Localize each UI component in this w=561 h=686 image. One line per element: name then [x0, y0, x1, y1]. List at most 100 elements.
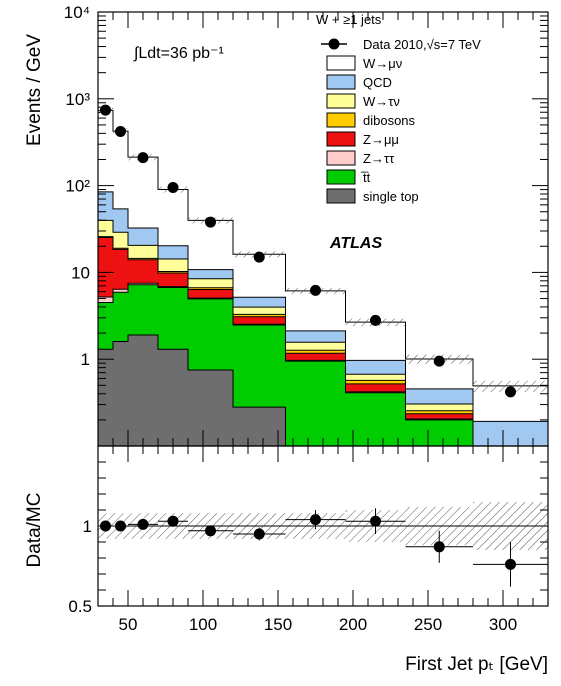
legend-swatch [326, 112, 356, 128]
data-point [100, 104, 111, 116]
histogram-bar [285, 353, 346, 361]
histogram-bar [345, 360, 406, 375]
ratio-y-tick-label: 0.5 [68, 597, 92, 616]
histogram-bar [233, 314, 286, 317]
histogram-bar [98, 220, 113, 237]
ratio-point [310, 514, 321, 526]
histogram-bar [98, 297, 113, 303]
data-point [310, 284, 321, 296]
histogram-bar [128, 259, 158, 284]
histogram-bar [113, 131, 128, 209]
histogram-bar [98, 349, 113, 446]
histogram-bar [98, 237, 113, 298]
histogram-bar [128, 335, 158, 446]
ratio-point [253, 528, 265, 540]
histogram-bar [345, 380, 406, 384]
legend-entry-data: Data 2010,√s=7 TeV [321, 37, 481, 52]
series-t-t [98, 284, 473, 446]
legend-label: single top [363, 189, 419, 204]
legend-entry: t̅t [326, 169, 371, 185]
histogram-bar [158, 259, 188, 272]
ratio-point [137, 518, 149, 530]
histogram-bar [158, 189, 188, 246]
histogram-bar [473, 421, 548, 446]
series-w- [98, 220, 473, 411]
legend-swatch [326, 55, 356, 71]
histogram-bar [345, 383, 406, 392]
x-axis-label: First Jet pₜ [GeV] [405, 654, 548, 675]
legend-label: Z→ττ [363, 151, 395, 166]
histogram-bar [233, 407, 286, 446]
legend-label: QCD [363, 75, 392, 90]
ratio-point [115, 520, 126, 532]
data-point [253, 251, 265, 263]
legend-entry: Z→μμ [326, 131, 399, 147]
data-point [433, 355, 445, 367]
histogram-bar [113, 248, 128, 250]
y-tick-label: 10² [65, 177, 90, 196]
series-z- [98, 237, 473, 419]
histogram-bar [128, 227, 158, 246]
x-tick-label: 150 [264, 615, 292, 634]
histogram-bar [285, 361, 346, 446]
histogram-bar [158, 287, 188, 350]
histogram-bar [233, 297, 286, 308]
x-tick-label: 50 [119, 615, 138, 634]
histogram-bar [345, 322, 406, 361]
histogram-bar [128, 283, 158, 285]
histogram-bar [405, 388, 473, 404]
ratio-point [505, 558, 516, 570]
x-tick-label: 200 [339, 615, 367, 634]
series-qcd [98, 191, 548, 446]
legend-label: dibosons [363, 113, 416, 128]
histogram-bar [285, 290, 346, 331]
data-point [137, 152, 149, 164]
y-axis-label-main: Events / GeV [24, 34, 45, 146]
legend-swatch [326, 150, 356, 166]
histogram-bar [128, 245, 158, 259]
histogram-bar [233, 307, 286, 315]
x-tick-label: 100 [189, 615, 217, 634]
legend-entry: QCD [326, 74, 392, 90]
legend-swatch [326, 93, 356, 109]
histogram-bar [113, 232, 128, 249]
histogram-bar [128, 258, 158, 260]
histogram-bar [188, 269, 233, 279]
stack-outline [98, 191, 548, 422]
histogram-bar [98, 302, 113, 350]
y-tick-label: 10 [71, 263, 90, 282]
series-single-top [98, 335, 286, 446]
x-tick-label: 250 [414, 615, 442, 634]
x-tick-label: 300 [489, 615, 517, 634]
histogram-bar [113, 292, 128, 342]
histogram-bar [405, 419, 473, 446]
legend-label: t̅t [361, 170, 371, 185]
histogram-bar [188, 278, 233, 288]
histogram-bar [113, 249, 128, 290]
data-point [370, 314, 381, 326]
histogram-bar [158, 271, 188, 273]
legend-entry: dibosons [326, 112, 416, 128]
histogram-bar [233, 324, 286, 408]
legend-entry: W→τν [326, 93, 400, 109]
legend-entry: single top [326, 188, 419, 204]
legend: Data 2010,√s=7 TeV W→μν QCD W→τν dibosons Z→μ… [321, 37, 481, 204]
atlas-label: ATLAS [329, 235, 382, 252]
histogram-bar [285, 330, 346, 343]
legend-label: W→τν [363, 94, 400, 109]
ratio-point [205, 525, 216, 537]
histogram-bar [188, 220, 233, 270]
histogram-bar [285, 342, 346, 351]
histogram-bar [188, 287, 233, 290]
y-tick-label: 1 [81, 350, 90, 369]
ratio-point [167, 515, 179, 527]
histogram-bar [345, 392, 406, 446]
histogram-bar [233, 316, 286, 325]
y-tick-label: 10⁴ [64, 3, 90, 22]
selection-label: W + ≥1 jets [316, 12, 382, 27]
stack-outline [98, 109, 548, 387]
histogram-bar [158, 272, 188, 287]
histogram-bar [405, 410, 473, 414]
